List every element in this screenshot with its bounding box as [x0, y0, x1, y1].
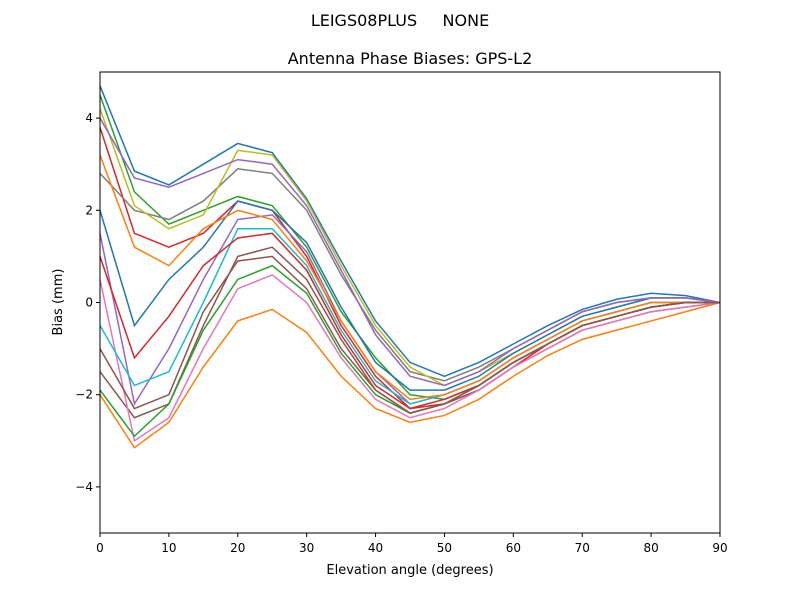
x-tick-label: 30: [299, 541, 314, 555]
series-line: [99, 117, 721, 387]
series-line: [99, 85, 721, 378]
y-tick-label: −2: [75, 388, 93, 402]
series-line: [99, 273, 721, 443]
axis-ticks: 0 10 20 30 40 50 60 70 80 90 −4 −2 0 2 4: [75, 111, 727, 555]
plot-frame: [99, 71, 721, 534]
series-line: [99, 227, 720, 405]
x-tick-label: 90: [712, 541, 727, 555]
series-line: [99, 301, 721, 449]
suptitle: LEIGS08PLUS NONE: [311, 11, 489, 30]
y-tick-label: 0: [85, 296, 93, 310]
y-axis-label: Bias (mm): [51, 269, 66, 336]
x-tick-label: 10: [161, 541, 176, 555]
series-line: [99, 108, 721, 387]
x-axis-label: Elevation angle (degrees): [326, 563, 493, 578]
y-tick-label: −4: [75, 480, 93, 494]
series-line: [99, 255, 720, 414]
x-tick-label: 50: [437, 541, 452, 555]
series-line: [99, 200, 721, 391]
x-tick-label: 20: [230, 541, 245, 555]
series-line: [99, 154, 720, 401]
chart-title: Antenna Phase Biases: GPS-L2: [288, 49, 533, 68]
x-tick-label: 40: [368, 541, 383, 555]
x-tick-label: 70: [575, 541, 590, 555]
x-tick-label: 0: [96, 541, 104, 555]
x-tick-label: 80: [643, 541, 658, 555]
series-line: [99, 264, 720, 438]
series-line: [99, 246, 721, 419]
x-tick-label: 60: [506, 541, 521, 555]
series-lines: [99, 85, 721, 449]
y-tick-label: 2: [85, 203, 93, 217]
y-tick-label: 4: [85, 111, 93, 125]
